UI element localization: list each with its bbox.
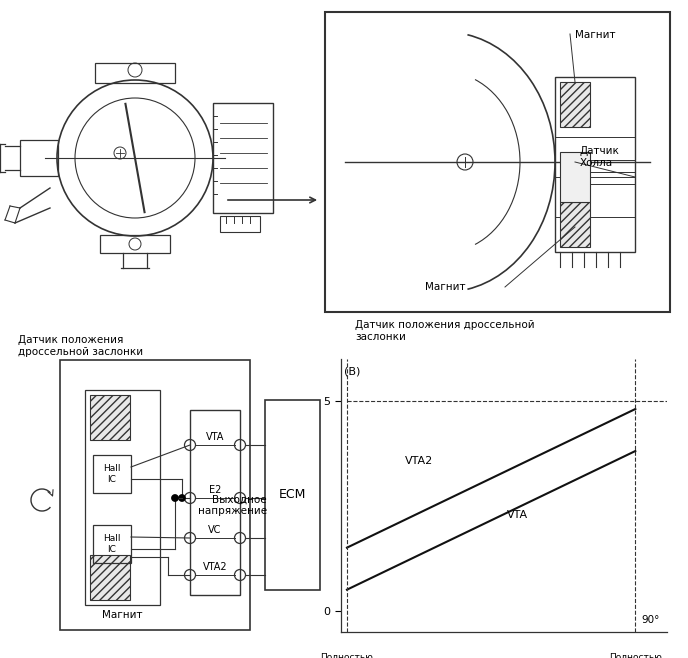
Text: E2: E2 — [209, 485, 221, 495]
Text: Магнит: Магнит — [424, 282, 465, 292]
Text: VTA: VTA — [507, 511, 528, 520]
Bar — [220, 216, 260, 232]
Bar — [85, 390, 160, 605]
Bar — [560, 152, 590, 202]
Text: Магнит: Магнит — [103, 610, 142, 620]
Bar — [60, 360, 250, 630]
Bar — [213, 103, 273, 213]
Text: (В): (В) — [344, 367, 360, 376]
Text: ECM: ECM — [279, 488, 306, 501]
Text: VTA: VTA — [206, 432, 224, 442]
Text: Датчик
Холла: Датчик Холла — [580, 146, 620, 168]
Bar — [555, 77, 635, 252]
Bar — [95, 63, 175, 83]
Circle shape — [171, 495, 178, 501]
Text: Выходное
напряжение: Выходное напряжение — [197, 495, 267, 517]
Text: VC: VC — [208, 525, 222, 535]
Bar — [93, 455, 131, 493]
Bar — [20, 140, 58, 176]
Bar — [90, 395, 130, 440]
Text: Hall
IC: Hall IC — [103, 465, 121, 484]
Bar — [265, 400, 320, 590]
Bar — [100, 235, 170, 253]
Text: Полностью
открытое
положение: Полностью открытое положение — [608, 653, 663, 658]
Bar — [325, 12, 670, 312]
Text: Датчик положения
дроссельной заслонки: Датчик положения дроссельной заслонки — [18, 335, 143, 357]
Circle shape — [178, 495, 186, 501]
Text: 90°: 90° — [642, 615, 660, 625]
Text: VTA2: VTA2 — [203, 562, 227, 572]
Bar — [560, 82, 590, 127]
Bar — [560, 202, 590, 247]
Text: Полностью
закрытое
положение: Полностью закрытое положение — [320, 653, 374, 658]
Text: Hall
IC: Hall IC — [103, 534, 121, 553]
Bar — [190, 410, 240, 595]
Text: Датчик положения дроссельной
заслонки: Датчик положения дроссельной заслонки — [355, 320, 535, 342]
Bar — [93, 525, 131, 563]
Text: VTA2: VTA2 — [405, 456, 433, 466]
Text: Магнит: Магнит — [575, 30, 616, 40]
Bar — [90, 555, 130, 600]
